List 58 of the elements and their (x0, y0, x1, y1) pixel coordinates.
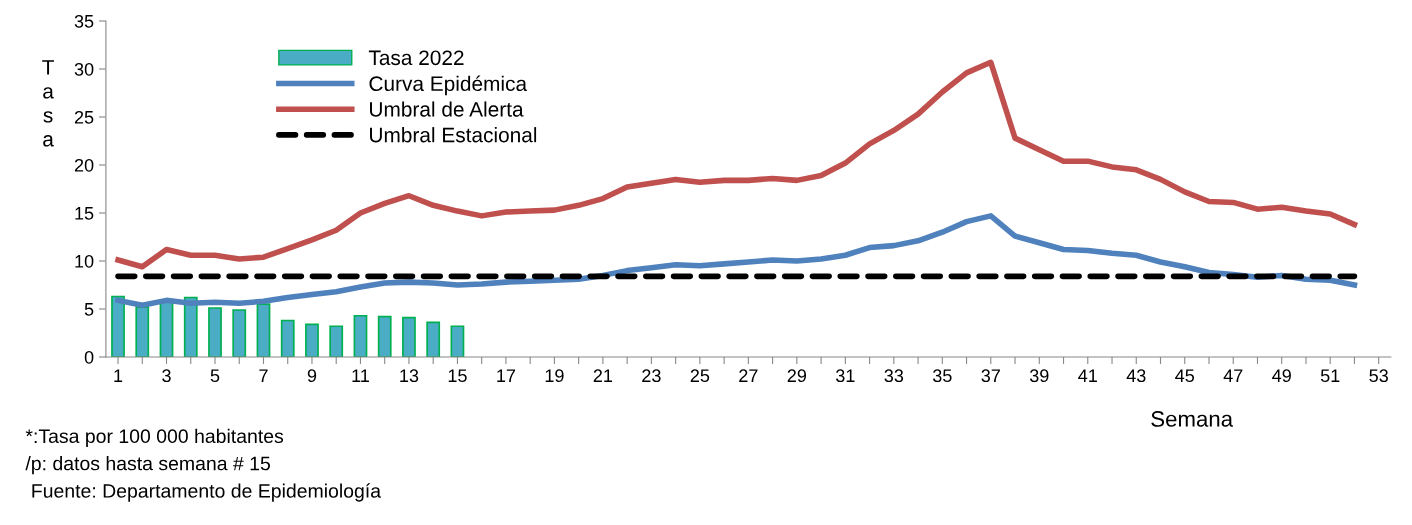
text: /p: datos hasta semana # 15 (25, 456, 270, 475)
x-tick-label: 53 (1369, 369, 1388, 383)
x-tick-label: 27 (739, 369, 758, 382)
bar (135, 306, 150, 357)
x-tick-label: 15 (448, 369, 467, 383)
x-axis-title: Semana (1151, 411, 1234, 427)
bar (329, 325, 344, 357)
bar (450, 325, 465, 357)
y-tick-label: 25 (74, 110, 94, 124)
bar (183, 296, 198, 357)
x-tick-label: 7 (259, 369, 268, 382)
x-tick-label: 5 (210, 369, 220, 383)
bar (353, 314, 368, 357)
bar (402, 316, 416, 357)
x-tick-label: 51 (1320, 369, 1340, 383)
y-tick-label: 5 (84, 303, 94, 316)
y-tick-label: 10 (75, 254, 94, 268)
x-tick-label: 21 (593, 369, 613, 382)
x-tick-label: 49 (1272, 369, 1291, 383)
bar (111, 295, 125, 357)
x-tick-label: 3 (162, 369, 171, 383)
legend-label: Umbral de Alerta (370, 101, 524, 117)
y-tick-label: 15 (75, 207, 94, 220)
x-tick-label: 31 (835, 369, 855, 383)
bar (377, 315, 392, 357)
text: Fuente: Departamento de Epidemiología (32, 483, 382, 502)
y-tick-label: 30 (74, 62, 94, 76)
x-tick-label: 23 (642, 369, 661, 383)
x-tick-label: 1 (114, 369, 123, 382)
x-tick-label: 19 (545, 369, 564, 383)
x-tick-label: 13 (400, 369, 419, 383)
x-tick-label: 43 (1126, 369, 1146, 383)
text: *:Tasa por 100 000 habitantes (25, 428, 284, 447)
legend-label: Umbral Estacional (370, 127, 537, 143)
bar (280, 319, 295, 357)
y-tick-label: 0 (84, 350, 94, 364)
x-tick-label: 35 (932, 369, 952, 383)
x-tick-label: 25 (690, 369, 710, 383)
bar (256, 303, 271, 357)
bar (232, 309, 247, 357)
x-tick-label: 39 (1029, 369, 1049, 383)
x-tick-label: 45 (1175, 369, 1195, 383)
y-tick-label: 20 (74, 158, 94, 172)
x-tick-label: 17 (497, 369, 516, 382)
x-tick-label: 47 (1223, 369, 1243, 382)
legend-label: Tasa 2022 (368, 50, 464, 66)
y-axis-title: Tasa (42, 60, 54, 147)
x-tick-label: 9 (307, 369, 317, 383)
x-tick-label: 29 (787, 369, 807, 383)
legend-label: Curva Epidémica (369, 75, 528, 96)
x-tick-label: 33 (884, 369, 904, 383)
x-tick-label: 11 (352, 369, 369, 382)
bar (305, 323, 319, 357)
y-tick-label: 35 (74, 14, 94, 28)
bar (208, 307, 222, 357)
bar (426, 321, 441, 357)
x-tick-label: 41 (1078, 369, 1097, 382)
x-tick-label: 37 (981, 369, 1000, 383)
